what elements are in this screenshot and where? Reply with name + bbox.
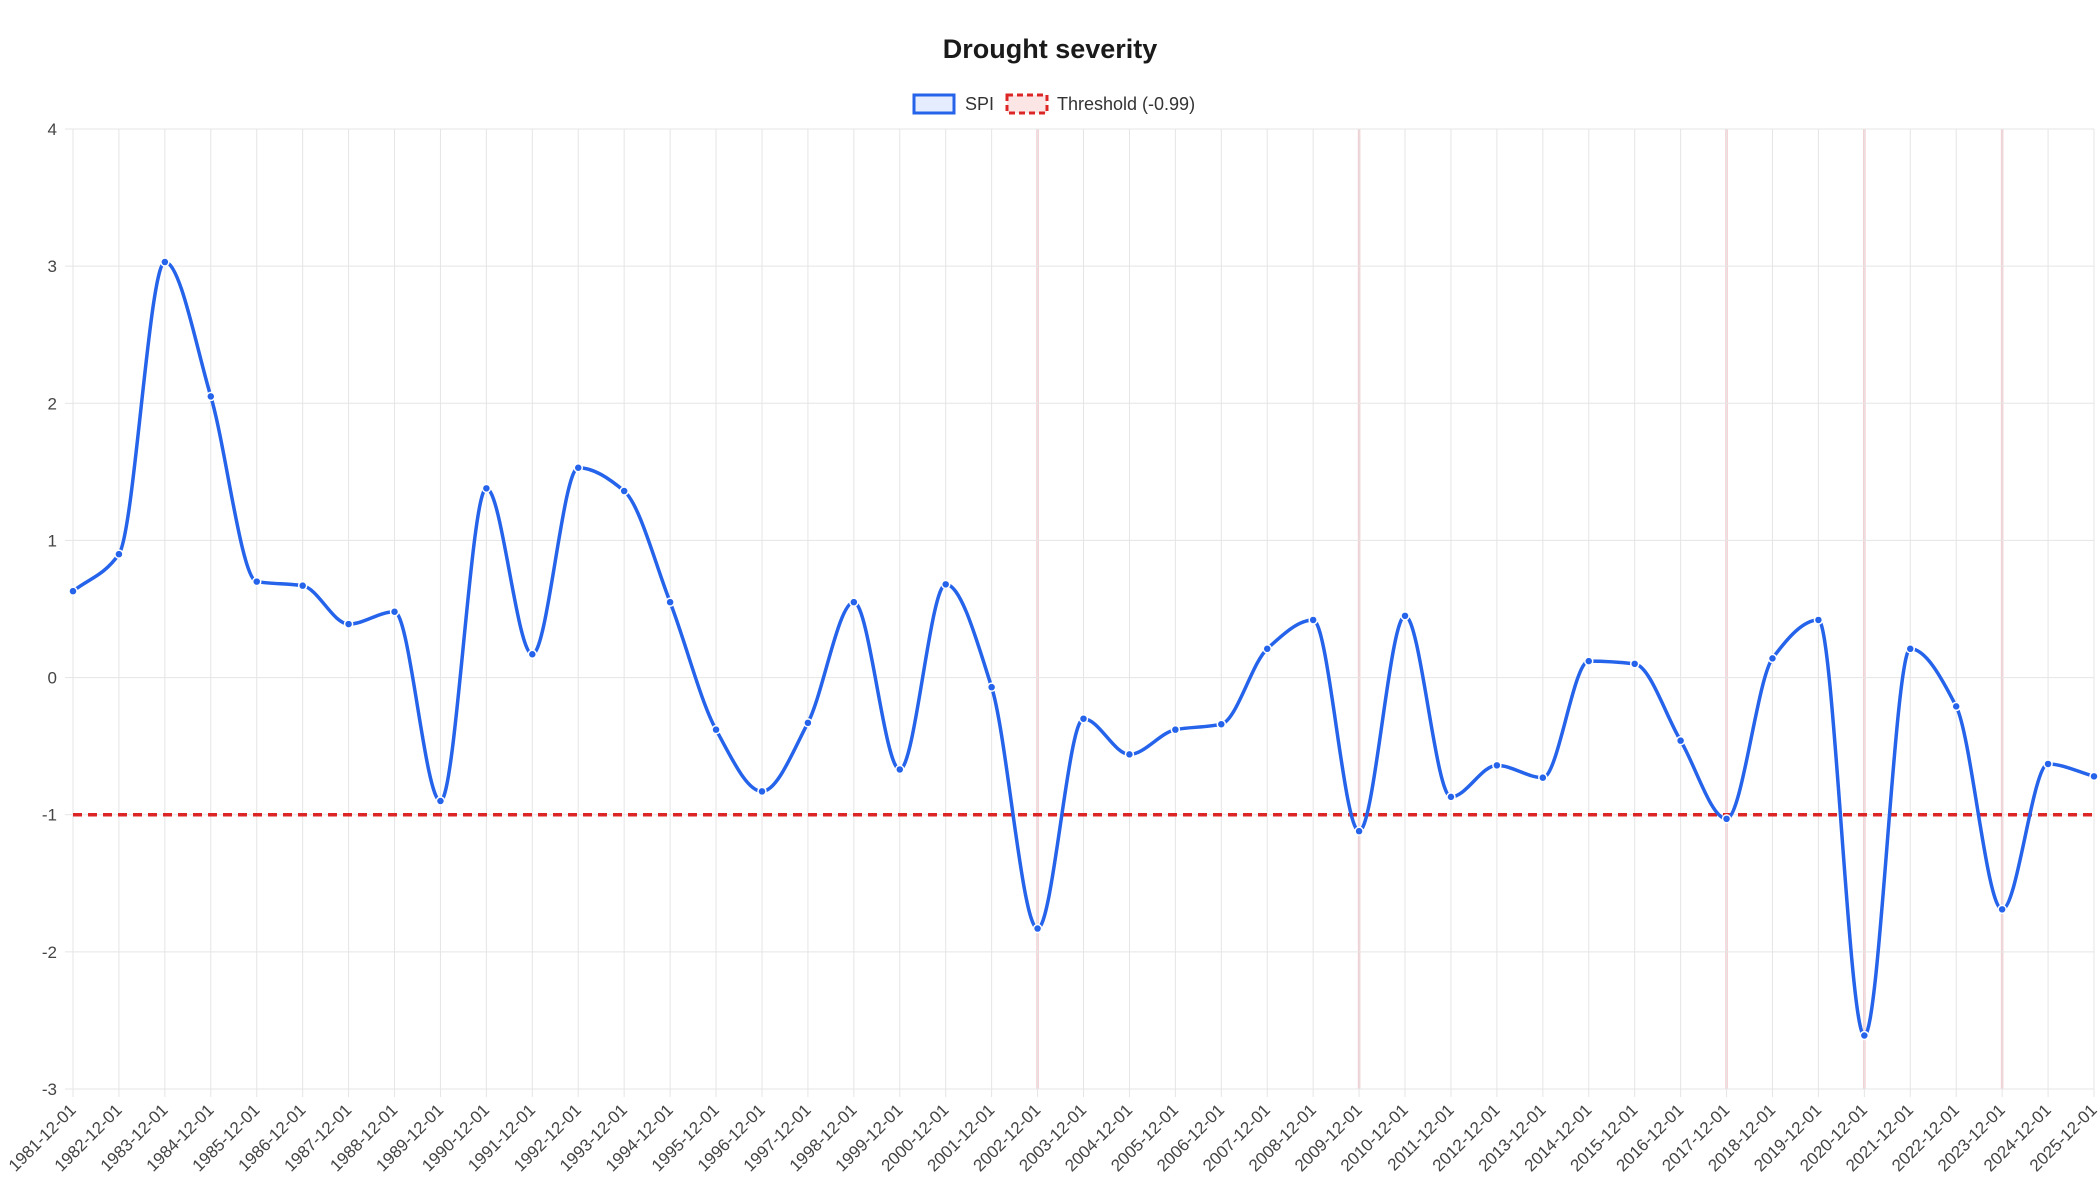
spi-point[interactable] [481, 483, 492, 494]
spi-point[interactable] [1538, 772, 1548, 783]
legend-swatch-threshold [1005, 93, 1049, 115]
spi-point[interactable] [1308, 615, 1318, 625]
spi-point[interactable] [1262, 644, 1272, 654]
spi-point[interactable] [1629, 659, 1640, 669]
series-layer [71, 260, 2095, 1038]
spi-point[interactable] [711, 724, 721, 735]
spi-point[interactable] [2089, 771, 2099, 782]
point-layer [68, 257, 2099, 1041]
spi-line [71, 260, 2095, 1038]
spi-point[interactable] [1813, 615, 1824, 625]
highlight-layer [1036, 129, 2004, 1089]
spi-point[interactable] [343, 619, 354, 629]
spi-point[interactable] [940, 579, 951, 590]
y-tick-label: 0 [48, 669, 57, 688]
spi-point[interactable] [1997, 904, 2007, 915]
spi-point[interactable] [1492, 760, 1502, 771]
spi-point[interactable] [1170, 724, 1181, 735]
y-tick-label: -2 [42, 943, 57, 962]
spi-point[interactable] [1446, 792, 1456, 802]
spi-point[interactable] [1951, 701, 1961, 712]
spi-point[interactable] [389, 606, 400, 617]
spi-point[interactable] [251, 576, 262, 587]
spi-point[interactable] [849, 597, 859, 607]
spi-point[interactable] [206, 391, 216, 402]
legend-label-spi: SPI [965, 94, 994, 114]
spi-point[interactable] [619, 486, 629, 496]
legend-item-threshold[interactable]: Threshold (-0.99) [1005, 93, 1195, 115]
spi-point[interactable] [665, 597, 675, 607]
spi-point[interactable] [1584, 656, 1594, 666]
spi-point[interactable] [803, 718, 813, 728]
y-tick-label: 2 [48, 394, 57, 413]
spi-point[interactable] [895, 764, 905, 775]
legend-item-spi[interactable]: SPI [912, 93, 994, 115]
y-tick-label: 4 [48, 120, 57, 139]
grid-layer [72, 128, 2095, 1090]
spi-point[interactable] [986, 682, 997, 692]
spi-point[interactable] [2043, 759, 2053, 769]
y-tick-label: -3 [42, 1080, 57, 1099]
spi-point[interactable] [1675, 735, 1686, 746]
y-tick-label: -1 [42, 806, 57, 825]
spi-point[interactable] [1354, 826, 1364, 836]
spi-point[interactable] [1078, 713, 1089, 724]
chart-title: Drought severity [943, 34, 1158, 64]
spi-point[interactable] [1124, 749, 1135, 760]
legend: SPI Threshold (-0.99) [912, 93, 1195, 115]
spi-point[interactable] [1032, 923, 1043, 934]
spi-point[interactable] [1721, 814, 1732, 824]
spi-point[interactable] [1905, 644, 1916, 654]
spi-point[interactable] [573, 462, 583, 473]
spi-point[interactable] [1767, 653, 1778, 664]
spi-point[interactable] [435, 796, 446, 806]
spi-point[interactable] [1216, 719, 1227, 729]
spi-point[interactable] [1400, 611, 1410, 621]
spi-point[interactable] [297, 580, 308, 591]
y-tick-label: 1 [48, 531, 57, 550]
legend-swatch-spi [912, 93, 956, 115]
spi-point[interactable] [68, 586, 78, 596]
spi-point[interactable] [1859, 1030, 1870, 1041]
y-tick-label: 3 [48, 257, 57, 276]
axis-layer: -3-2-1012341981-12-011982-12-011983-12-0… [5, 120, 2100, 1175]
spi-point[interactable] [757, 786, 767, 797]
spi-point[interactable] [160, 257, 170, 267]
spi-point[interactable] [527, 649, 538, 660]
spi-point[interactable] [114, 549, 124, 559]
legend-label-threshold: Threshold (-0.99) [1057, 94, 1195, 114]
